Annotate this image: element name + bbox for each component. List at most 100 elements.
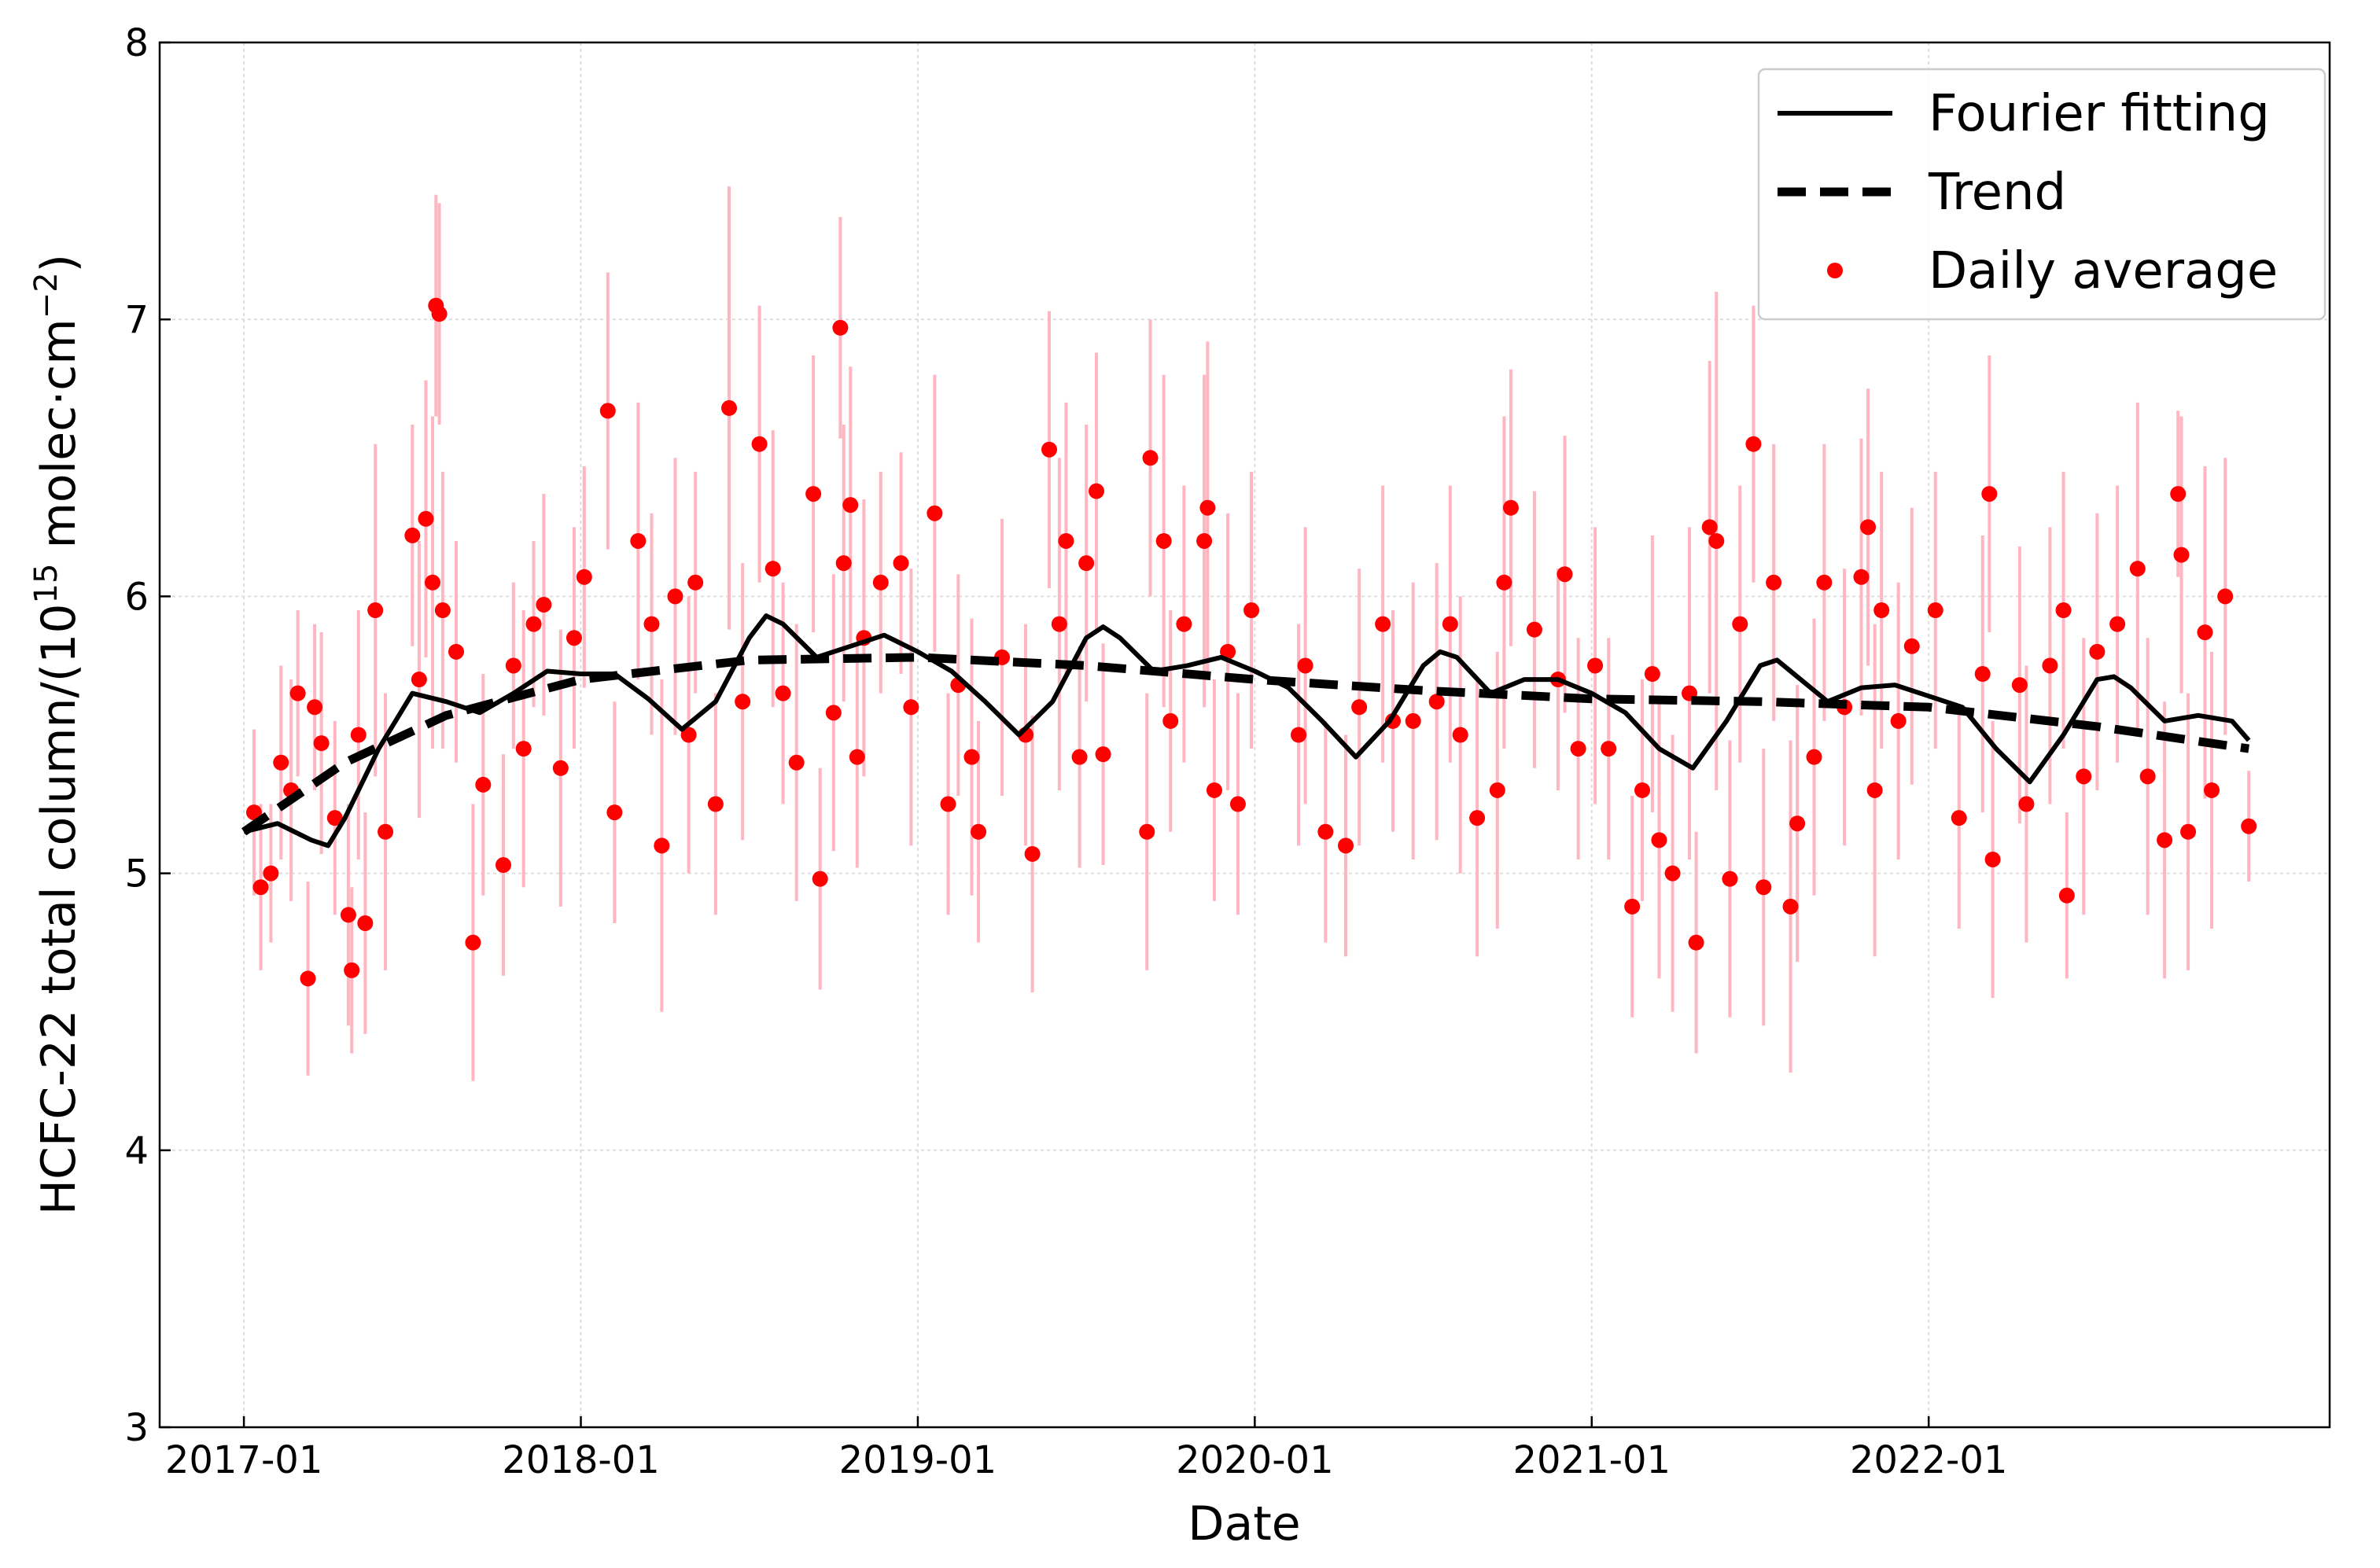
data-point [1375,616,1391,632]
data-point [2089,643,2106,660]
data-point [654,837,670,854]
data-point [667,588,683,605]
x-tick-label: 2017-01 [165,1438,323,1482]
data-point [2109,616,2126,632]
data-point [1782,898,1799,915]
data-point [606,804,623,821]
data-point [835,555,852,572]
data-point [1732,616,1748,632]
data-point [2076,768,2092,785]
data-point [2018,796,2035,812]
data-point [367,602,384,619]
data-point [687,574,704,591]
data-point [1873,602,1890,619]
data-point [263,865,279,882]
data-point [1058,532,1074,549]
data-point [1142,450,1159,466]
data-point [1634,782,1651,798]
y-tick-label: 7 [124,298,149,342]
data-point [252,879,269,896]
data-point [434,602,451,619]
data-point [289,685,306,701]
data-point [1088,483,1104,499]
data-point [2204,782,2220,798]
data-point [1229,796,1246,812]
data-point [1974,666,1991,683]
data-point [2139,768,2156,785]
data-point [1981,486,1998,502]
data-point [971,823,987,840]
x-tick-label: 2018-01 [502,1438,660,1482]
data-point [1496,574,1512,591]
data-point [273,754,289,771]
data-point [475,776,492,793]
data-point [2170,486,2187,502]
data-point [1297,657,1313,674]
legend-marker [1827,263,1843,278]
data-point [1587,657,1604,674]
data-point [2129,561,2146,577]
data-point [735,694,751,710]
data-point [465,934,481,951]
data-point [1428,694,1445,710]
data-point [940,796,956,812]
data-point [1155,532,1172,549]
data-point [805,486,822,502]
data-point [963,749,980,765]
data-point [927,505,943,521]
data-point [1890,712,1907,729]
data-point [1601,741,1617,757]
data-point [300,970,316,987]
data-point [1624,898,1641,915]
data-point [1220,643,1236,660]
data-point [307,699,323,716]
data-point [1853,569,1870,585]
data-point [764,561,781,577]
x-tick-label: 2019-01 [839,1438,997,1482]
data-point [552,760,569,776]
x-tick-label: 2020-01 [1176,1438,1334,1482]
data-point [515,741,532,757]
data-point [707,796,724,812]
data-point [751,436,768,452]
data-point [404,527,421,543]
data-point [1489,782,1505,798]
data-point [378,823,394,840]
data-point [2011,677,2028,694]
data-point [599,403,616,419]
data-point [1984,851,2001,867]
data-point [1951,810,1967,826]
data-point [788,754,805,771]
data-point [340,907,356,923]
data-point [2042,657,2058,674]
data-point [1701,519,1718,536]
data-point [1291,727,1307,743]
data-point [1806,749,1822,765]
data-point [505,657,521,674]
data-point [1502,499,1519,516]
data-point [2217,588,2234,605]
data-point [1338,837,1354,854]
data-point [1688,934,1704,951]
legend-label: Fourier fitting [1929,85,2270,143]
data-point [418,510,434,527]
y-tick-label: 8 [124,21,149,65]
data-point [1196,532,1213,549]
data-point [1664,865,1681,882]
data-point [1651,832,1667,848]
data-point [350,727,367,743]
data-point [1526,621,1542,638]
data-point [1199,499,1216,516]
data-point [842,497,859,513]
data-point [1071,749,1088,765]
data-point [1317,823,1334,840]
y-axis-label-part: 15 [28,564,64,604]
data-point [1024,845,1041,862]
x-tick-label: 2021-01 [1512,1438,1671,1482]
data-point [431,306,448,322]
data-point [536,596,552,613]
data-point [775,685,791,701]
y-axis-label-part: −2 [28,272,64,318]
data-point [1766,574,1782,591]
data-point [2241,818,2257,834]
